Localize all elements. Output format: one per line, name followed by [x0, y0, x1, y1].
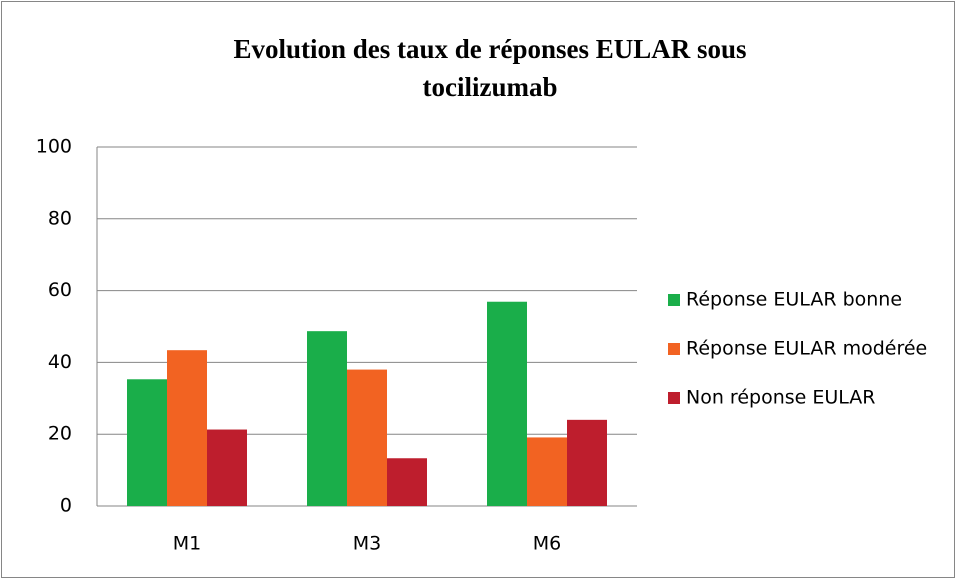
x-tick-label: M6 — [533, 533, 561, 555]
chart-title: tocilizumab — [423, 72, 558, 102]
legend-label: Réponse EULAR modérée — [686, 338, 927, 360]
bar — [387, 458, 427, 506]
bar — [207, 429, 247, 506]
y-tick-label: 100 — [36, 136, 72, 158]
legend-swatch — [668, 392, 680, 404]
bar — [487, 301, 527, 506]
legend-swatch — [668, 294, 680, 306]
y-tick-label: 20 — [48, 423, 72, 445]
legend-label: Non réponse EULAR — [686, 387, 876, 409]
bar — [527, 437, 567, 506]
bar — [347, 369, 387, 506]
chart-title: Evolution des taux de réponses EULAR sou… — [233, 34, 746, 64]
legend-swatch — [668, 343, 680, 355]
x-tick-label: M1 — [173, 533, 201, 555]
bar — [127, 379, 167, 506]
bar — [307, 331, 347, 506]
y-tick-label: 0 — [60, 495, 72, 517]
y-tick-label: 80 — [48, 207, 72, 229]
bar — [167, 350, 207, 506]
x-tick-label: M3 — [353, 533, 381, 555]
y-tick-label: 60 — [48, 279, 72, 301]
bar — [567, 419, 607, 506]
y-tick-label: 40 — [48, 351, 72, 373]
legend-label: Réponse EULAR bonne — [686, 289, 902, 311]
